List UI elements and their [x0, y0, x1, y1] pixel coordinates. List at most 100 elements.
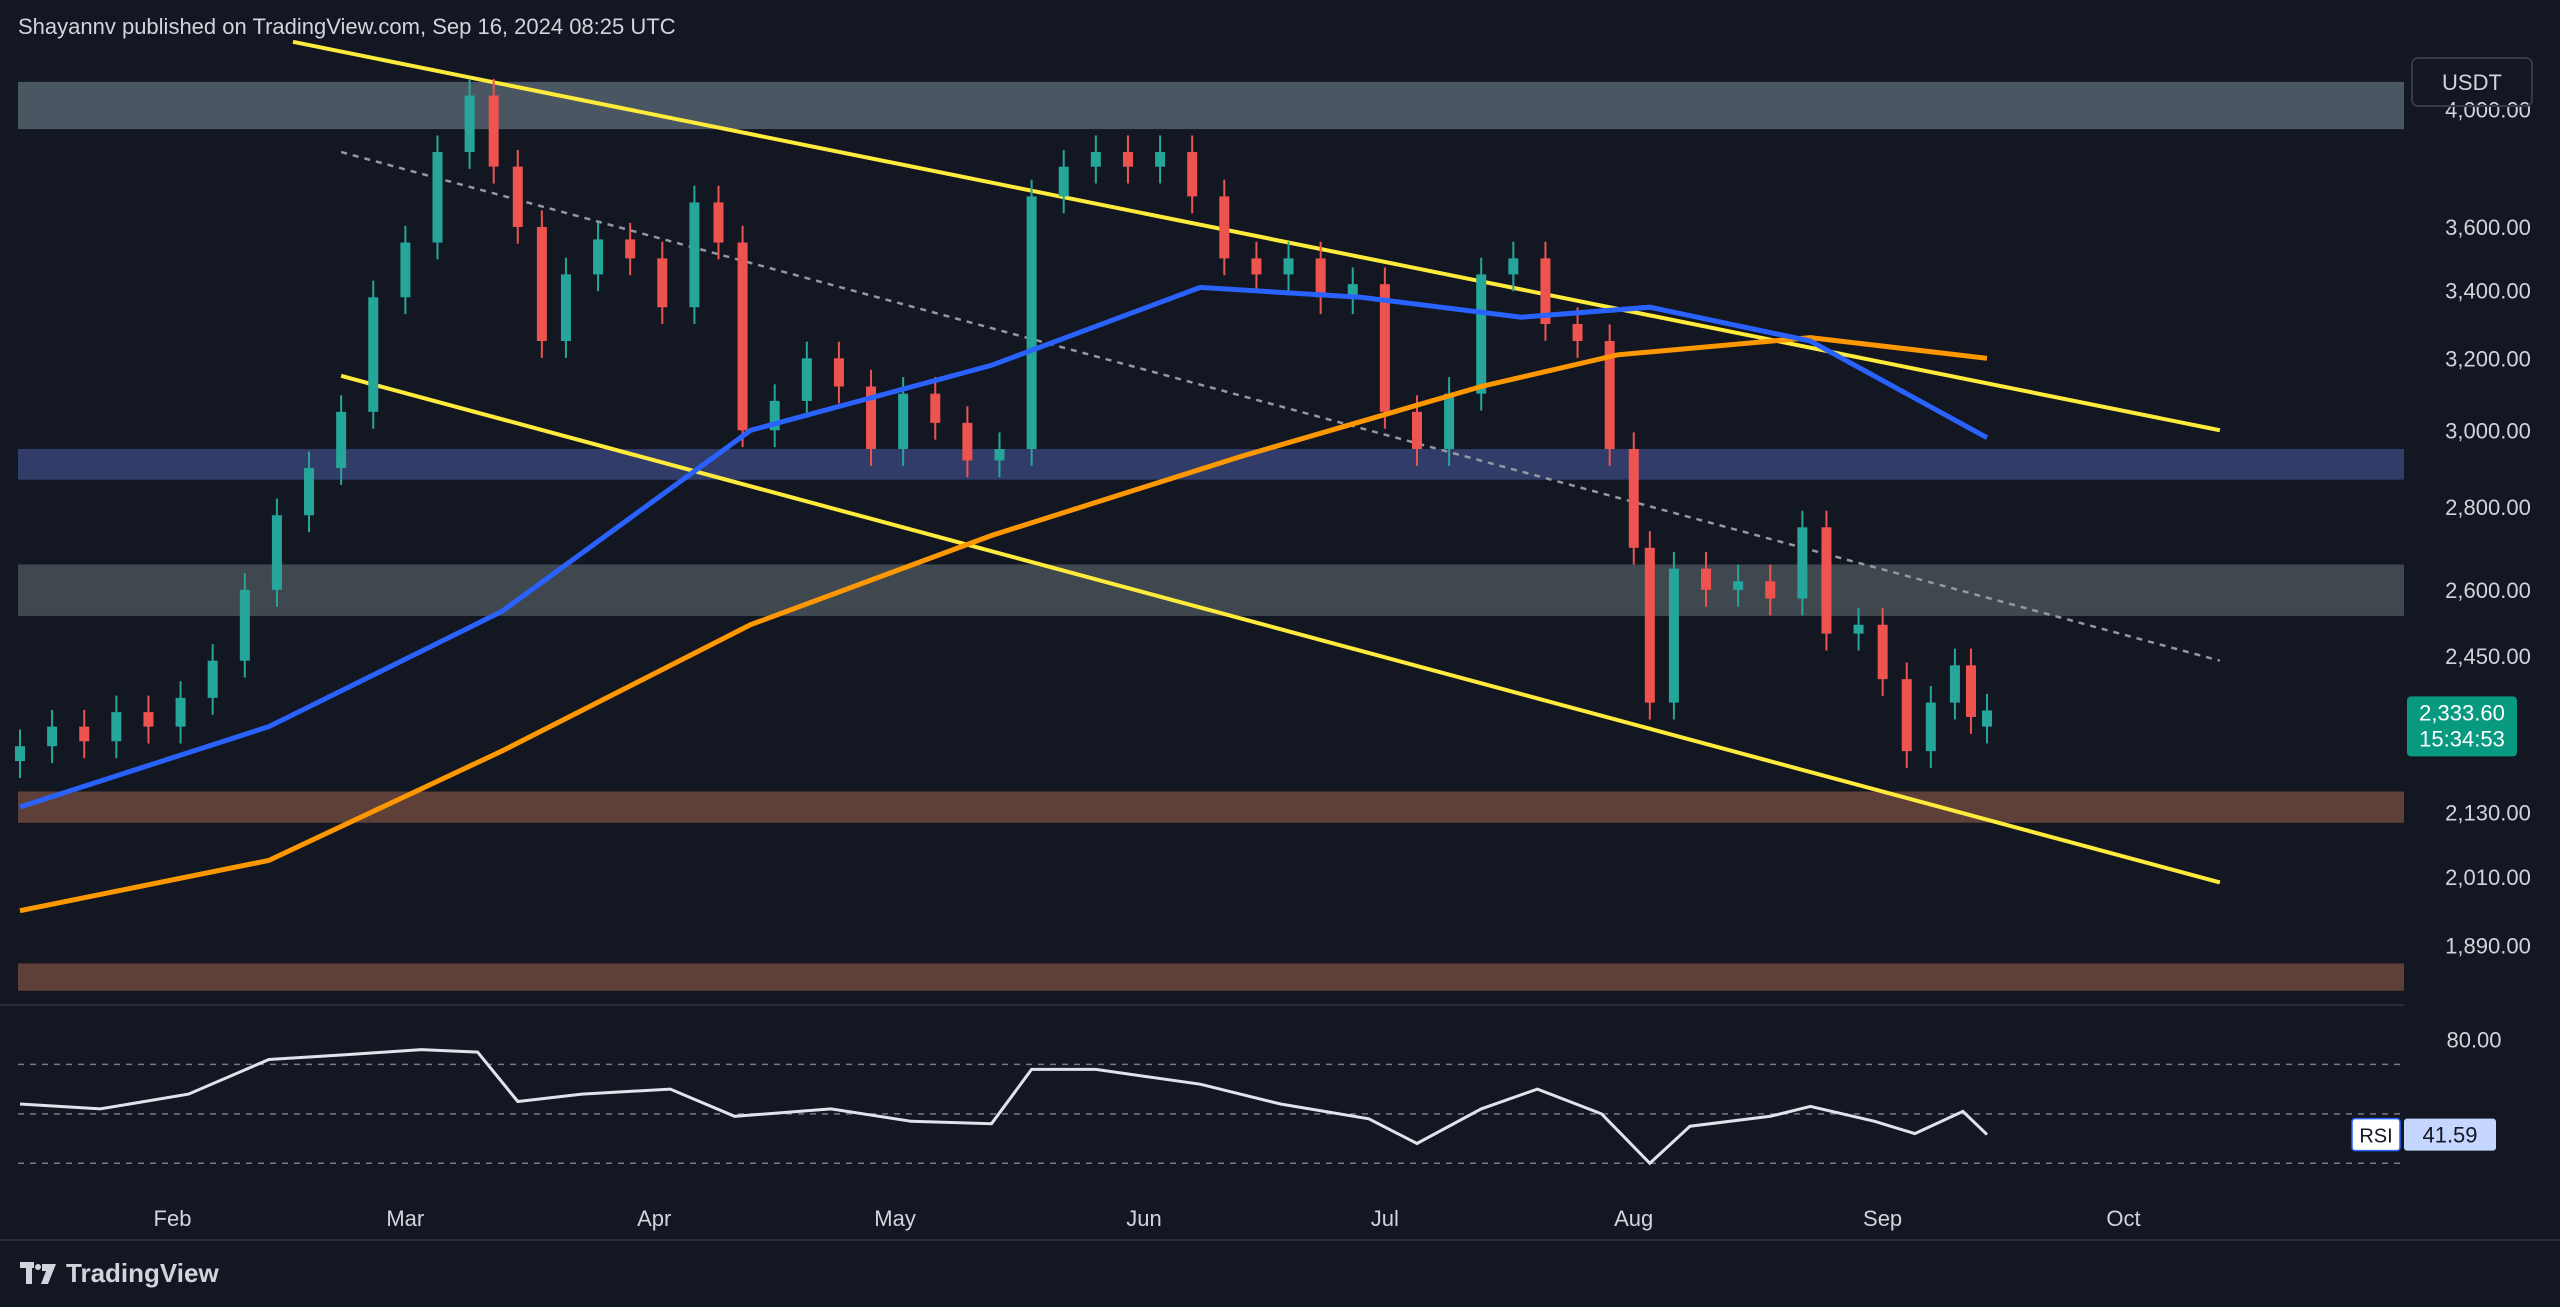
- candle-body: [336, 411, 347, 469]
- countdown-label: 15:34:53: [2419, 726, 2505, 751]
- candle-body: [1797, 527, 1808, 599]
- current-price-label: 2,333.60: [2419, 700, 2505, 725]
- candle-body: [657, 258, 668, 308]
- price-axis: 4,000.00 3,600.00 3,400.00 3,200.00 3,000.00…: [2445, 97, 2531, 958]
- candle-body: [1058, 166, 1069, 197]
- time-tick-label: Jun: [1126, 1206, 1161, 1231]
- candle-body: [1251, 258, 1262, 275]
- candle-body: [898, 393, 909, 450]
- currency-badge: [2411, 57, 2533, 107]
- candle-body: [737, 242, 748, 431]
- candle-body: [1315, 258, 1326, 298]
- candle-body: [1853, 624, 1864, 634]
- ma-200-line: [19, 335, 1988, 914]
- candle-body: [1701, 568, 1712, 590]
- candle-body: [1949, 665, 1960, 703]
- candle-body: [47, 726, 58, 747]
- candle-body: [432, 152, 443, 243]
- sr-zone: [18, 564, 2404, 616]
- attribution-text: Shayannv published on TradingView.com, S…: [18, 14, 676, 39]
- candle-body: [1901, 679, 1912, 752]
- candle-body: [1411, 411, 1422, 450]
- candle-body: [1644, 547, 1655, 703]
- candle-series: [15, 78, 1993, 778]
- time-tick-label: Aug: [1614, 1206, 1653, 1231]
- price-tick-label: 3,000.00: [2445, 418, 2531, 443]
- brand-label: TradingView: [66, 1258, 219, 1288]
- candle-body: [962, 422, 973, 461]
- price-zones: [18, 81, 2404, 991]
- candle-body: [1604, 340, 1615, 450]
- candle-body: [1982, 710, 1993, 727]
- time-tick-label: Jul: [1371, 1206, 1399, 1231]
- candle-body: [1444, 393, 1455, 450]
- currency-label: USDT: [2442, 70, 2502, 95]
- candle-body: [207, 660, 218, 698]
- footer: TradingView: [20, 1258, 219, 1289]
- candle-body: [239, 589, 250, 661]
- rsi-value-badge: [2404, 1118, 2496, 1151]
- candle-body: [488, 95, 499, 167]
- candle-body: [1026, 196, 1037, 450]
- candle-body: [1572, 323, 1583, 341]
- sr-zone: [18, 791, 2404, 823]
- candle-body: [1668, 568, 1679, 703]
- price-tick-label: 2,450.00: [2445, 644, 2531, 669]
- candle-body: [1476, 274, 1487, 394]
- dashed-midline: [340, 150, 2221, 662]
- price-tick-label: 3,400.00: [2445, 279, 2531, 304]
- candle-body: [271, 515, 282, 590]
- candle-body: [143, 712, 154, 727]
- candle-body: [1122, 152, 1133, 167]
- candle-body: [464, 95, 475, 153]
- time-tick-label: Apr: [637, 1206, 671, 1231]
- rsi-name-badge: [2351, 1117, 2401, 1152]
- candle-body: [368, 297, 379, 412]
- trendline-group: [292, 39, 2221, 885]
- time-tick-label: Oct: [2106, 1206, 2140, 1231]
- candle-body: [1925, 702, 1936, 752]
- rsi-tick-label: 80.00: [2446, 1028, 2501, 1053]
- rsi-panel: 80.00 RSI 41.59: [0, 1004, 2502, 1166]
- candle-body: [15, 746, 25, 762]
- price-tick-label: 2,800.00: [2445, 495, 2531, 520]
- candle-body: [79, 726, 90, 742]
- candle-body: [833, 358, 844, 387]
- rsi-line: [19, 1048, 1989, 1166]
- price-tick-label: 3,600.00: [2445, 215, 2531, 240]
- candle-body: [536, 226, 547, 341]
- candle-body: [111, 712, 122, 742]
- candle-body: [1090, 152, 1101, 167]
- candle-body: [304, 468, 315, 516]
- current-price-badge: [2407, 696, 2517, 757]
- candle-body: [175, 697, 186, 727]
- candle-body: [625, 239, 636, 259]
- candle-body: [1628, 449, 1639, 548]
- candle-body: [593, 239, 604, 275]
- candle-body: [1155, 152, 1166, 167]
- time-tick-label: May: [874, 1206, 916, 1231]
- candle-body: [1219, 196, 1230, 259]
- candle-body: [769, 400, 780, 431]
- time-axis: Feb Mar Apr May Jun Jul Aug Sep Oct: [0, 1206, 2560, 1241]
- candle-body: [1733, 581, 1744, 590]
- rsi-value-label: 41.59: [2422, 1123, 2477, 1148]
- sr-zone: [18, 81, 2404, 130]
- candle-body: [1765, 581, 1776, 599]
- moving-averages: [19, 284, 1989, 914]
- tradingview-logo-icon: [20, 1261, 56, 1284]
- candle-body: [1379, 284, 1390, 412]
- candle-body: [1877, 624, 1888, 680]
- channel-trendline: [340, 373, 2221, 885]
- price-tick-label: 1,890.00: [2445, 934, 2531, 959]
- candle-body: [512, 166, 523, 227]
- candle-body: [1965, 665, 1976, 717]
- ma-100-line: [19, 284, 1989, 810]
- candle-body: [689, 202, 700, 308]
- candle-body: [1347, 284, 1358, 298]
- sr-zone: [18, 963, 2404, 991]
- price-tick-label: 3,200.00: [2445, 346, 2531, 371]
- price-tick-label: 4,000.00: [2445, 97, 2531, 122]
